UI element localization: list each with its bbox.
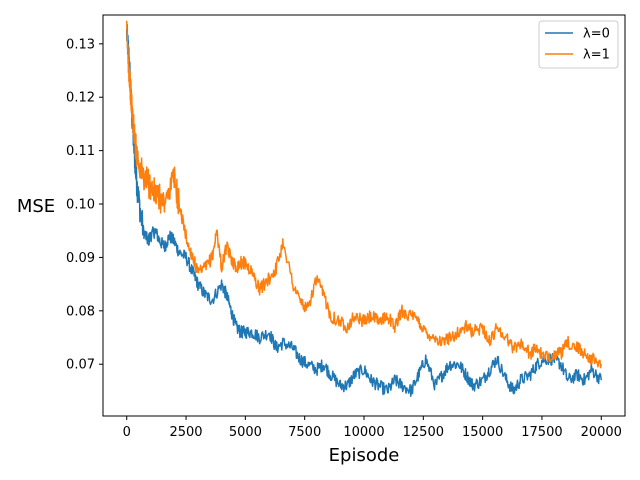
x-tick-label: 5000 <box>229 425 262 440</box>
series-layer <box>125 20 603 397</box>
legend: λ=0λ=1 <box>538 20 619 69</box>
y-tick-label: 0.08 <box>66 304 95 319</box>
y-tick-label: 0.12 <box>66 91 95 106</box>
y-tick-label: 0.11 <box>66 144 95 159</box>
y-tick-label: 0.07 <box>66 358 95 373</box>
x-tick-label: 10000 <box>343 425 384 440</box>
y-axis-ticks: 0.07 0.08 0.09 0.10 0.11 0.12 0.13 <box>66 37 103 373</box>
series-line-lambda-0 <box>125 23 603 397</box>
x-axis-title: Episode <box>329 445 400 466</box>
y-axis-title: MSE <box>17 196 55 217</box>
x-tick-label: 15000 <box>462 425 503 440</box>
y-tick-label: 0.10 <box>66 198 95 213</box>
x-tick-label: 7500 <box>288 425 321 440</box>
x-axis-ticks: 0 2500 5000 7500 10000 12500 15000 17500 20000 <box>123 416 622 440</box>
legend-label: λ=1 <box>583 48 610 63</box>
legend-label: λ=0 <box>583 27 610 42</box>
y-tick-label: 0.13 <box>66 37 95 52</box>
x-tick-label: 20000 <box>581 425 622 440</box>
x-tick-label: 17500 <box>521 425 562 440</box>
x-tick-label: 2500 <box>169 425 202 440</box>
x-tick-label: 0 <box>123 425 131 440</box>
y-tick-label: 0.09 <box>66 251 95 266</box>
x-tick-label: 12500 <box>403 425 444 440</box>
series-line-lambda-1 <box>125 20 603 369</box>
